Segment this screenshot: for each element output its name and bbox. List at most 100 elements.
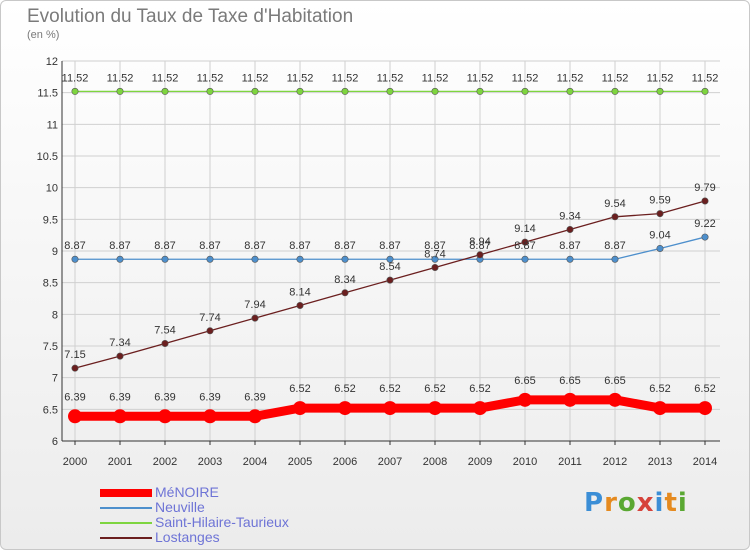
data-point-saint-hilaire-taurieux: [71, 87, 79, 95]
data-label-neuville: 8.87: [154, 240, 175, 252]
y-tick-label: 8: [52, 309, 58, 321]
data-label-saint-hilaire-taurieux: 11.52: [647, 72, 674, 84]
data-point-saint-hilaire-taurieux: [296, 87, 304, 95]
data-point-neuville: [206, 255, 214, 263]
data-label-neuville: 8.87: [64, 240, 85, 252]
x-tick-label: 2000: [63, 456, 87, 468]
data-point-saint-hilaire-taurieux: [521, 87, 529, 95]
y-tick-label: 10.5: [37, 151, 58, 163]
y-tick-label: 12: [46, 56, 58, 68]
data-point-neuville: [296, 255, 304, 263]
x-tick-label: 2011: [558, 456, 582, 468]
data-label-m-noire: 6.39: [64, 391, 85, 403]
data-label-saint-hilaire-taurieux: 11.52: [242, 72, 269, 84]
data-point-m-noire: [248, 409, 262, 424]
data-point-m-noire: [158, 409, 172, 424]
data-label-m-noire: 6.52: [424, 383, 445, 395]
legend-label: MéNOIRE: [155, 484, 219, 500]
data-point-m-noire: [113, 409, 127, 424]
data-point-m-noire: [563, 392, 577, 407]
data-point-lostanges: [386, 276, 394, 284]
logo-letter: x: [636, 488, 655, 518]
data-label-m-noire: 6.52: [289, 383, 310, 395]
data-label-lostanges: 8.94: [469, 236, 490, 248]
data-point-neuville: [431, 255, 439, 263]
data-point-saint-hilaire-taurieux: [656, 87, 664, 95]
x-tick-label: 2001: [108, 456, 132, 468]
data-label-m-noire: 6.39: [199, 391, 220, 403]
data-point-lostanges: [431, 263, 439, 271]
x-tick-label: 2002: [153, 456, 177, 468]
data-point-neuville: [566, 255, 574, 263]
data-point-lostanges: [296, 301, 304, 309]
data-point-saint-hilaire-taurieux: [611, 87, 619, 95]
x-tick-label: 2008: [423, 456, 447, 468]
data-label-neuville: 8.87: [559, 240, 580, 252]
x-tick-label: 2009: [468, 456, 492, 468]
y-tick-label: 6: [52, 436, 58, 448]
data-point-m-noire: [293, 401, 307, 416]
data-point-neuville: [161, 255, 169, 263]
legend-label: Neuville: [155, 499, 205, 515]
legend-swatch: [100, 537, 152, 539]
data-label-lostanges: 7.15: [64, 349, 85, 361]
data-label-saint-hilaire-taurieux: 11.52: [692, 72, 719, 84]
data-point-m-noire: [338, 401, 352, 416]
data-label-saint-hilaire-taurieux: 11.52: [332, 72, 359, 84]
data-point-saint-hilaire-taurieux: [701, 87, 709, 95]
data-label-saint-hilaire-taurieux: 11.52: [422, 72, 449, 84]
data-point-saint-hilaire-taurieux: [566, 87, 574, 95]
data-label-m-noire: 6.52: [334, 383, 355, 395]
data-point-neuville: [251, 255, 259, 263]
data-label-neuville: 9.04: [649, 229, 670, 241]
data-point-neuville: [611, 255, 619, 263]
data-label-lostanges: 7.74: [199, 312, 220, 324]
data-point-m-noire: [68, 409, 82, 424]
legend-swatch: [100, 507, 152, 509]
data-point-m-noire: [473, 401, 487, 416]
data-point-m-noire: [518, 392, 532, 407]
data-point-neuville: [521, 255, 529, 263]
data-label-lostanges: 8.34: [334, 274, 355, 286]
data-point-m-noire: [653, 401, 667, 416]
data-point-lostanges: [656, 210, 664, 218]
logo-letter: t: [664, 488, 678, 518]
data-point-m-noire: [608, 392, 622, 407]
data-label-neuville: 8.87: [244, 240, 265, 252]
data-label-lostanges: 9.14: [514, 223, 535, 235]
data-point-saint-hilaire-taurieux: [206, 87, 214, 95]
data-label-neuville: 8.87: [379, 240, 400, 252]
data-point-lostanges: [206, 327, 214, 335]
y-tick-label: 11.5: [37, 88, 58, 100]
x-tick-label: 2006: [333, 456, 357, 468]
x-tick-label: 2014: [693, 456, 717, 468]
data-point-neuville: [656, 244, 664, 252]
proxiti-logo: Proxiti: [584, 488, 688, 518]
y-tick-label: 9.5: [43, 214, 58, 226]
data-point-lostanges: [161, 339, 169, 347]
data-point-saint-hilaire-taurieux: [116, 87, 124, 95]
data-label-m-noire: 6.65: [604, 375, 625, 387]
data-label-lostanges: 9.54: [604, 198, 625, 210]
data-label-saint-hilaire-taurieux: 11.52: [377, 72, 404, 84]
data-label-lostanges: 9.79: [694, 182, 715, 194]
data-point-neuville: [341, 255, 349, 263]
y-tick-label: 8.5: [43, 278, 58, 290]
data-label-saint-hilaire-taurieux: 11.52: [62, 72, 89, 84]
data-label-m-noire: 6.65: [559, 375, 580, 387]
x-tick-label: 2012: [603, 456, 627, 468]
x-tick-label: 2004: [243, 456, 267, 468]
data-label-neuville: 8.87: [604, 240, 625, 252]
data-label-m-noire: 6.65: [514, 375, 535, 387]
chart-subtitle: (en %): [27, 29, 60, 41]
x-tick-label: 2007: [378, 456, 402, 468]
data-point-saint-hilaire-taurieux: [161, 87, 169, 95]
legend-swatch: [100, 522, 152, 524]
data-point-saint-hilaire-taurieux: [341, 87, 349, 95]
data-label-lostanges: 8.54: [379, 261, 400, 273]
data-label-lostanges: 9.59: [649, 195, 670, 207]
data-label-neuville: 8.87: [289, 240, 310, 252]
data-label-m-noire: 6.39: [244, 391, 265, 403]
data-point-neuville: [116, 255, 124, 263]
data-label-saint-hilaire-taurieux: 11.52: [467, 72, 494, 84]
